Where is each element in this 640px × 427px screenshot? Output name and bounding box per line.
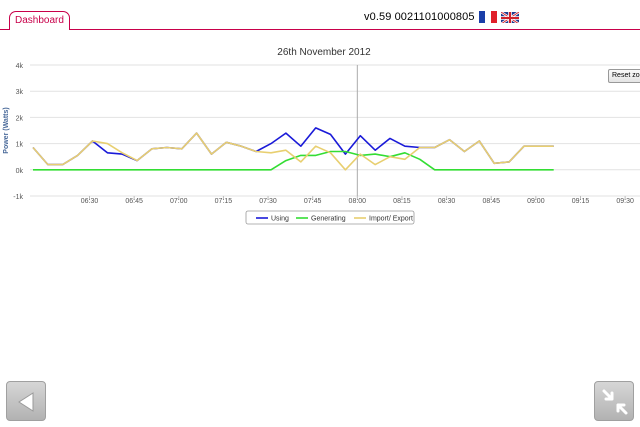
x-tick-label: 07:15 xyxy=(215,198,233,205)
version-text: v0.59 0021101000805 xyxy=(364,11,475,23)
x-tick-label: 08:45 xyxy=(482,198,500,205)
chart-title: 26th November 2012 xyxy=(277,47,371,58)
power-chart-svg: 26th November 2012 -1k 0k 1k 2k 3k 4k Power (Wa… xyxy=(3,47,640,225)
x-tick-label: 06:45 xyxy=(125,198,143,205)
reset-zoom-button[interactable]: Reset zoom xyxy=(608,69,640,83)
uk-flag-icon[interactable] xyxy=(501,11,519,23)
x-tick-label: 06:30 xyxy=(81,198,99,205)
y-tick-label: 2k xyxy=(16,115,24,122)
chart-legend xyxy=(245,210,415,225)
x-tick-label: 07:00 xyxy=(170,198,188,205)
legend-label: Using xyxy=(271,216,289,223)
x-tick-label: 07:30 xyxy=(259,198,277,205)
x-tick-label: 08:15 xyxy=(393,198,411,205)
x-tick-label: 08:00 xyxy=(349,198,367,205)
y-tick-label: -1k xyxy=(13,194,23,201)
back-button[interactable] xyxy=(6,381,46,421)
top-bar-divider xyxy=(0,29,640,30)
x-tick-label: 08:30 xyxy=(438,198,456,205)
y-axis-label: Power (Watts) xyxy=(3,107,10,153)
x-tick-label: 09:30 xyxy=(616,198,634,205)
series-line-generating xyxy=(33,150,554,171)
legend-label: Import/ Export xyxy=(369,216,413,223)
series-line-import-export xyxy=(32,132,554,171)
y-tick-label: 3k xyxy=(16,89,24,96)
collapse-arrows-icon xyxy=(602,389,628,415)
collapse-button[interactable] xyxy=(594,381,634,421)
french-flag-icon[interactable] xyxy=(479,11,497,23)
top-bar: Dashboard v0.59 0021101000805 xyxy=(0,0,640,32)
legend-label: Generating xyxy=(311,216,346,223)
y-tick-label: 0k xyxy=(16,168,24,175)
y-tick-label: 1k xyxy=(16,142,24,149)
power-chart[interactable]: 26th November 2012 -1k 0k 1k 2k 3k 4k Power (Wa… xyxy=(0,38,640,238)
tab-dashboard[interactable]: Dashboard xyxy=(9,11,70,30)
x-tick-label: 09:00 xyxy=(527,198,545,205)
back-arrow-icon xyxy=(18,392,34,412)
x-tick-label: 09:15 xyxy=(572,198,590,205)
y-tick-label: 4k xyxy=(16,63,24,70)
x-tick-label: 07:45 xyxy=(304,198,322,205)
